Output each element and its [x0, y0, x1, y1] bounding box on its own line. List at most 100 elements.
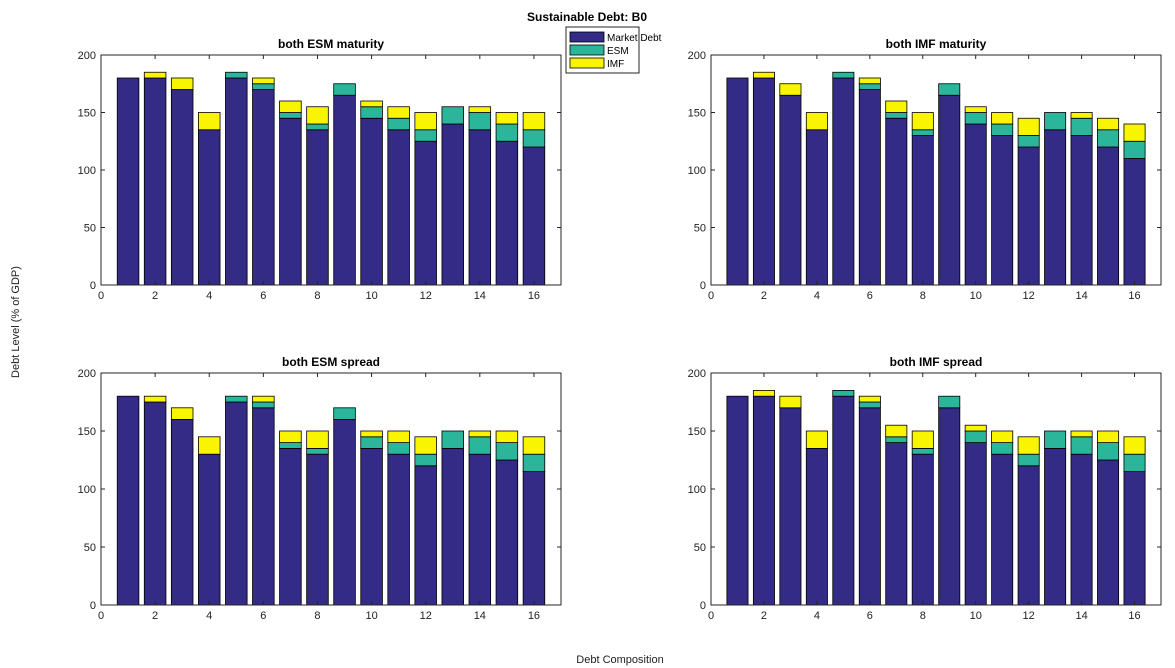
- x-tick-label: 0: [708, 290, 714, 302]
- bar-imf-4: [805, 112, 828, 131]
- y-tick-label: 200: [688, 50, 706, 62]
- bar-esm-14: [468, 112, 492, 131]
- x-tick-label: 14: [474, 610, 486, 622]
- bar-market-debt-8: [306, 129, 329, 286]
- y-tick-label: 150: [78, 108, 96, 120]
- bar-imf-4: [198, 112, 221, 131]
- bar-market-debt-10: [964, 123, 987, 286]
- bar-imf-16: [522, 112, 546, 131]
- bar-esm-14: [468, 436, 492, 455]
- bar-imf-16: [1123, 123, 1146, 142]
- bar-esm-13: [441, 106, 464, 125]
- y-tick-label: 50: [694, 542, 706, 554]
- bar-imf-12: [1017, 436, 1040, 455]
- panel-1: both ESM maturity 0 2 4 6 8 10 12 14 16 0 50 100 150 2…: [78, 37, 562, 302]
- bar-imf-8: [911, 430, 934, 449]
- bar-market-debt-1: [726, 77, 749, 286]
- legend-swatch-esm: [569, 44, 605, 56]
- bar-market-debt-4: [198, 453, 221, 606]
- bar-imf-10: [964, 424, 987, 432]
- bar-esm-8: [306, 447, 329, 455]
- bar-esm-13: [441, 430, 464, 449]
- legend-label: ESM: [607, 46, 629, 57]
- bar-market-debt-4: [805, 129, 828, 286]
- x-tick-label: 4: [814, 290, 820, 302]
- y-tick-label: 150: [688, 108, 706, 120]
- bar-market-debt-15: [1097, 146, 1120, 286]
- panel-title: both ESM maturity: [278, 37, 384, 51]
- bar-market-debt-16: [1123, 158, 1146, 286]
- x-tick-label: 2: [761, 290, 767, 302]
- y-tick-label: 200: [688, 368, 706, 380]
- x-tick-label: 10: [970, 610, 982, 622]
- bar-imf-7: [885, 100, 908, 113]
- bar-esm-13: [1044, 430, 1067, 449]
- plot-area: [711, 373, 1161, 605]
- x-tick-label: 16: [1128, 290, 1140, 302]
- bar-imf-2: [752, 71, 775, 79]
- bar-imf-12: [1017, 117, 1040, 136]
- panel-3: both ESM spread 0 2 4 6 8 10 12 14 16 0 50 100 150 200: [78, 355, 562, 622]
- bar-imf-4: [805, 430, 828, 449]
- bar-market-debt-13: [441, 123, 464, 286]
- y-tick-label: 100: [688, 484, 706, 496]
- bar-market-debt-2: [143, 77, 167, 286]
- bar-esm-11: [991, 442, 1014, 455]
- figure-suptitle: Sustainable Debt: B0: [527, 10, 647, 24]
- x-tick-label: 8: [920, 290, 926, 302]
- y-tick-label: 200: [78, 50, 96, 62]
- bar-market-debt-10: [964, 442, 987, 606]
- bar-market-debt-2: [752, 77, 775, 286]
- bar-market-debt-15: [495, 140, 519, 286]
- bar-imf-6: [858, 77, 881, 85]
- bar-market-debt-15: [1097, 459, 1120, 606]
- bar-market-debt-5: [832, 395, 855, 606]
- panel-2: both IMF maturity 0 2 4 6 8 10 12 14 16 0 50 100 150 2…: [688, 37, 1162, 302]
- bar-imf-3: [779, 395, 802, 409]
- bar-imf-16: [1123, 436, 1146, 455]
- x-tick-label: 6: [867, 290, 873, 302]
- bar-market-debt-8: [911, 135, 934, 286]
- bar-imf-15: [1097, 117, 1120, 131]
- bar-esm-14: [1070, 117, 1093, 136]
- bar-esm-8: [911, 129, 934, 136]
- bar-esm-12: [414, 129, 437, 142]
- bar-imf-2: [143, 395, 167, 403]
- bar-esm-7: [885, 436, 908, 443]
- x-tick-label: 12: [420, 290, 432, 302]
- x-tick-label: 10: [365, 610, 377, 622]
- legend-label: Market Debt: [607, 33, 662, 44]
- plot-area: [711, 55, 1161, 285]
- bar-market-debt-15: [495, 459, 519, 606]
- bar-market-debt-12: [1017, 465, 1040, 606]
- bar-market-debt-6: [858, 89, 881, 286]
- y-tick-label: 100: [78, 165, 96, 177]
- bar-market-debt-11: [387, 453, 410, 606]
- x-tick-label: 8: [314, 610, 320, 622]
- legend: Market Debt ESM IMF: [565, 26, 662, 74]
- bar-market-debt-7: [885, 442, 908, 606]
- x-tick-label: 8: [920, 610, 926, 622]
- bar-esm-15: [495, 442, 519, 461]
- bar-market-debt-4: [198, 129, 221, 286]
- x-tick-label: 0: [98, 610, 104, 622]
- bar-esm-9: [938, 395, 961, 409]
- bar-market-debt-3: [170, 418, 194, 606]
- x-tick-label: 8: [314, 290, 320, 302]
- x-tick-label: 12: [1023, 610, 1035, 622]
- bar-esm-15: [495, 123, 519, 142]
- bar-imf-11: [991, 112, 1014, 125]
- bar-imf-16: [522, 436, 546, 455]
- bar-imf-10: [964, 106, 987, 113]
- bar-imf-3: [779, 83, 802, 96]
- bar-market-debt-14: [1070, 453, 1093, 606]
- bar-esm-11: [387, 117, 410, 131]
- x-tick-label: 6: [260, 290, 266, 302]
- x-tick-label: 14: [1075, 610, 1087, 622]
- bar-market-debt-5: [225, 401, 248, 606]
- x-tick-label: 0: [708, 610, 714, 622]
- bar-market-debt-12: [1017, 146, 1040, 286]
- plot-area: [101, 55, 561, 285]
